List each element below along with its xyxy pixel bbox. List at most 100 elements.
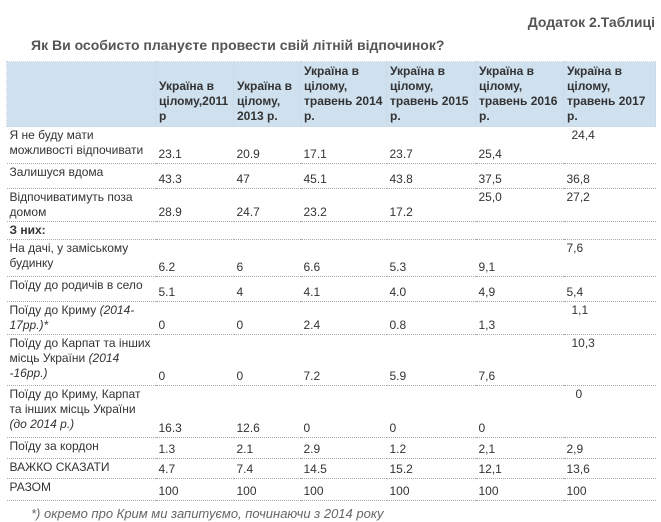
value-cell: 27,2 <box>563 188 656 222</box>
table-row: Поїду до Карпат та інших місць України (… <box>6 334 656 386</box>
value-cell: 24,4 <box>563 126 656 164</box>
table-row: Поїду до Криму (2014-17рр.)* 0 0 2.4 0.8 1,3 1… <box>6 301 656 335</box>
row-label: З них: <box>6 221 156 240</box>
value-cell: 14.5 <box>300 458 387 479</box>
value-cell: 0 <box>233 334 301 386</box>
row-label: Поїду до родичів в село <box>6 276 156 302</box>
table-row: РАЗОМ 100 100 100 100 100 100 <box>6 478 656 501</box>
value-cell: 0 <box>155 334 234 386</box>
header-cell: Україна в цілому, травень 2016 р. <box>475 61 564 127</box>
value-cell: 43.3 <box>155 163 234 189</box>
row-label-text: З них: <box>9 223 46 237</box>
row-label-text: Відпочиватимуть поза домом <box>9 190 133 219</box>
value-cell: 36,8 <box>563 163 656 189</box>
row-label: Я не буду мати можливості відпочивати <box>6 126 156 164</box>
value-cell: 4 <box>233 276 301 302</box>
row-label-text: ВАЖКО СКАЗАТИ <box>9 460 110 474</box>
value-cell: 16.3 <box>155 385 234 438</box>
row-label: Залишуся вдома <box>6 163 156 189</box>
value-cell: 2,9 <box>563 437 656 459</box>
table-row: Відпочиватимуть поза домом 28.9 24.7 23.2 17… <box>6 188 656 222</box>
value-cell: 4.1 <box>300 276 387 302</box>
value-cell: 25,0 <box>475 188 564 222</box>
value-cell: 5.3 <box>386 239 476 277</box>
row-label-note: (2014-17рр.)* <box>9 303 135 332</box>
row-label-text: Поїду до родичів в село <box>9 278 143 292</box>
value-cell: 17.2 <box>386 188 476 222</box>
value-cell: 7.2 <box>300 334 387 386</box>
header-cell: Україна в цілому,2011 р <box>155 61 234 127</box>
value-cell: 2.9 <box>300 437 387 459</box>
value-cell: 100 <box>563 478 656 501</box>
value-cell: 10,3 <box>563 334 656 386</box>
table-row: Поїду за кордон 1.3 2.1 2.9 1.2 2,1 2,9 <box>6 437 656 459</box>
appendix-title: Додаток 2.Таблиці <box>527 14 655 30</box>
value-cell <box>155 221 234 240</box>
row-label: Поїду до Криму, Карпат та інших місць Ук… <box>6 385 156 438</box>
survey-table: Україна в цілому,2011 р Україна в цілому… <box>6 61 656 501</box>
row-label-text: Я не буду мати можливості відпочивати <box>9 128 144 157</box>
value-cell: 2.1 <box>233 437 301 459</box>
value-cell: 5.9 <box>386 334 476 386</box>
value-cell: 0 <box>563 385 656 438</box>
section-row: З них: <box>6 221 656 240</box>
row-label-note: (2014 -16рр.) <box>9 351 120 380</box>
header-cell: Україна в цілому, 2013 р. <box>233 61 301 127</box>
value-cell: 25,4 <box>475 126 564 164</box>
table-row: Поїду до родичів в село 5.1 4 4.1 4.0 4,9 5,4 <box>6 276 656 302</box>
value-cell: 7,6 <box>475 334 564 386</box>
value-cell: 1,3 <box>475 301 564 335</box>
value-cell: 100 <box>475 478 564 501</box>
header-cell: Україна в цілому, травень 2014 р. <box>300 61 387 127</box>
value-cell: 100 <box>233 478 301 501</box>
row-label: Поїду до Криму (2014-17рр.)* <box>6 301 156 335</box>
value-cell: 12.6 <box>233 385 301 438</box>
value-cell: 20.9 <box>233 126 301 164</box>
value-cell: 28.9 <box>155 188 234 222</box>
row-label-text: Поїду до Карпат та інших місць України <box>9 336 151 365</box>
header-cell: Україна в цілому, травень 2017 р. <box>563 61 656 127</box>
value-cell: 1.2 <box>386 437 476 459</box>
footnote: *) окремо про Крим ми запитуємо, починаю… <box>31 506 384 521</box>
value-cell: 0.8 <box>386 301 476 335</box>
value-cell: 100 <box>155 478 234 501</box>
value-cell: 23.1 <box>155 126 234 164</box>
value-cell: 43.8 <box>386 163 476 189</box>
value-cell: 4,9 <box>475 276 564 302</box>
value-cell: 37,5 <box>475 163 564 189</box>
value-cell: 4.0 <box>386 276 476 302</box>
row-label-text: Поїду до Криму <box>9 303 100 317</box>
value-cell: 47 <box>233 163 301 189</box>
value-cell: 4.7 <box>155 458 234 479</box>
row-label-text: РАЗОМ <box>9 480 52 494</box>
value-cell: 24.7 <box>233 188 301 222</box>
value-cell: 0 <box>300 385 387 438</box>
value-cell <box>563 221 656 240</box>
row-label: Поїду до Карпат та інших місць України (… <box>6 334 156 386</box>
row-label: Відпочиватимуть поза домом <box>6 188 156 222</box>
value-cell: 13,6 <box>563 458 656 479</box>
value-cell: 7,6 <box>563 239 656 277</box>
value-cell: 6 <box>233 239 301 277</box>
value-cell: 100 <box>300 478 387 501</box>
row-label: На дачі, у заміському будинку <box>6 239 156 277</box>
value-cell: 0 <box>233 301 301 335</box>
value-cell: 0 <box>386 385 476 438</box>
value-cell: 2,1 <box>475 437 564 459</box>
value-cell: 15.2 <box>386 458 476 479</box>
row-label-text: Залишуся вдома <box>9 165 104 179</box>
value-cell: 5,4 <box>563 276 656 302</box>
row-label-text: На дачі, у заміському будинку <box>9 241 129 270</box>
value-cell: 23.7 <box>386 126 476 164</box>
value-cell: 2.4 <box>300 301 387 335</box>
value-cell: 6.6 <box>300 239 387 277</box>
header-cell: Україна в цілому, травень 2015 р. <box>386 61 476 127</box>
table-row: ВАЖКО СКАЗАТИ 4.7 7.4 14.5 15.2 12,1 13,6 <box>6 458 656 479</box>
value-cell: 0 <box>155 301 234 335</box>
value-cell: 17.1 <box>300 126 387 164</box>
value-cell <box>233 221 301 240</box>
value-cell: 23.2 <box>300 188 387 222</box>
row-label: ВАЖКО СКАЗАТИ <box>6 458 156 479</box>
value-cell: 6.2 <box>155 239 234 277</box>
